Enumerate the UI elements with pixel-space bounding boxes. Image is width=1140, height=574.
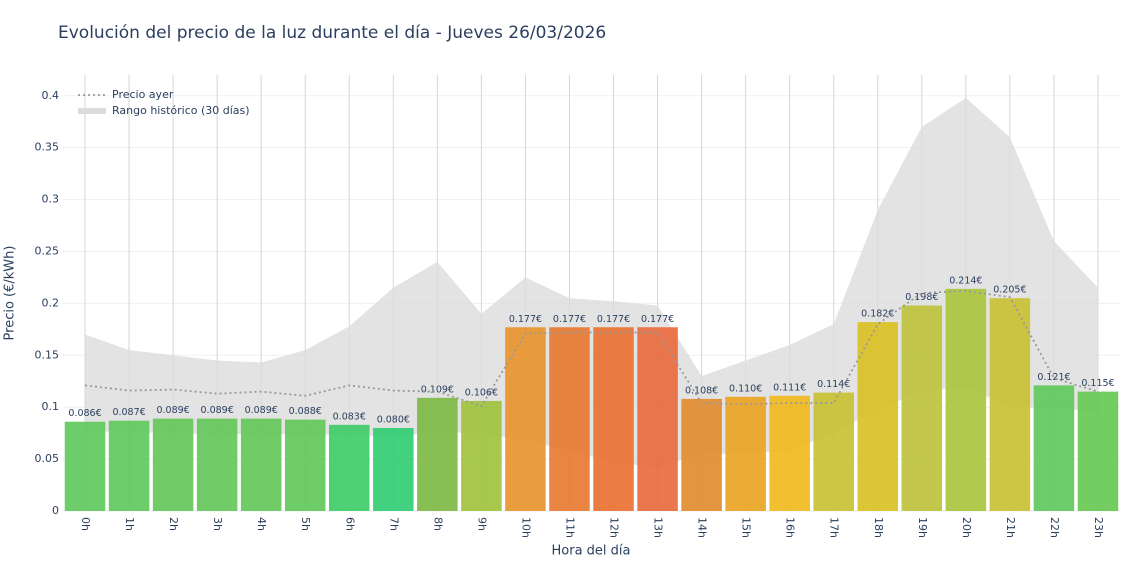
x-tick-label: 4h (255, 517, 268, 531)
x-tick-label: 13h (652, 517, 665, 538)
y-axis-label: Precio (€/kWh) (3, 246, 18, 341)
bar (417, 397, 458, 511)
bar (505, 327, 546, 511)
value-label: 0.177€ (509, 314, 542, 325)
value-label: 0.115€ (1081, 378, 1114, 389)
legend-label: Rango histórico (30 días) (112, 104, 250, 117)
y-tick-label: 0.25 (35, 244, 60, 257)
bar (1033, 385, 1075, 511)
bar (152, 418, 194, 511)
x-tick-label: 16h (784, 517, 797, 538)
x-tick-label: 15h (740, 517, 753, 538)
value-label: 0.111€ (773, 382, 806, 393)
y-tick-label: 0.4 (42, 89, 60, 102)
value-label: 0.121€ (1037, 372, 1070, 383)
bar (461, 400, 502, 511)
value-label: 0.114€ (817, 379, 850, 390)
x-tick-label: 0h (79, 517, 92, 531)
bar (637, 327, 678, 511)
x-tick-label: 1h (123, 517, 136, 531)
value-label: 0.080€ (377, 414, 410, 425)
value-label: 0.106€ (465, 387, 498, 398)
x-tick-label: 2h (167, 517, 180, 531)
x-tick-label: 10h (519, 517, 532, 538)
bar (284, 419, 326, 511)
bar (108, 420, 150, 511)
bar (329, 424, 370, 511)
x-tick-label: 20h (960, 517, 973, 538)
bar (549, 327, 590, 511)
bar (593, 327, 634, 511)
bar (64, 421, 106, 511)
x-tick-label: 5h (299, 517, 312, 531)
value-label: 0.087€ (112, 407, 145, 418)
value-label: 0.089€ (245, 405, 278, 416)
y-tick-label: 0.2 (42, 296, 60, 309)
value-label: 0.205€ (993, 285, 1026, 296)
bar (813, 392, 854, 511)
bar (240, 418, 282, 511)
historic-range (85, 97, 1098, 468)
value-label: 0.089€ (201, 405, 234, 416)
x-tick-label: 19h (916, 517, 929, 538)
value-label: 0.088€ (289, 406, 322, 417)
x-tick-label: 11h (563, 517, 576, 538)
y-tick-label: 0.3 (42, 193, 60, 206)
bar (725, 396, 766, 511)
x-tick-label: 12h (608, 517, 621, 538)
value-label: 0.177€ (553, 314, 586, 325)
x-tick-label: 21h (1004, 517, 1017, 538)
value-label: 0.109€ (421, 384, 454, 395)
legend-label: Precio ayer (112, 88, 174, 101)
value-label: 0.083€ (333, 411, 366, 422)
value-label: 0.177€ (597, 314, 630, 325)
legend-symbol (78, 108, 106, 114)
x-tick-label: 7h (387, 517, 400, 531)
value-label: 0.089€ (156, 405, 189, 416)
y-tick-label: 0.05 (35, 452, 60, 465)
y-tick-label: 0.15 (35, 348, 60, 361)
line-yesterday (84, 290, 1099, 408)
x-tick-label: 22h (1048, 517, 1061, 538)
x-tick-label: 9h (475, 517, 488, 531)
y-tick-label: 0.35 (35, 141, 60, 154)
value-label: 0.177€ (641, 314, 674, 325)
bar (373, 427, 414, 511)
y-tick-label: 0 (52, 504, 59, 517)
value-label: 0.108€ (685, 385, 718, 396)
bar (857, 322, 899, 511)
bar (769, 395, 810, 511)
x-tick-label: 3h (211, 517, 224, 531)
bar (1077, 391, 1119, 511)
value-label: 0.182€ (861, 309, 894, 320)
x-tick-label: 17h (828, 517, 841, 538)
value-label: 0.198€ (905, 292, 938, 303)
x-tick-label: 18h (872, 517, 885, 538)
bar (196, 418, 238, 511)
x-tick-label: 6h (343, 517, 356, 531)
x-tick-label: 8h (431, 517, 444, 531)
value-label: 0.214€ (949, 275, 982, 286)
y-tick-label: 0.1 (42, 400, 60, 413)
chart-title: Evolución del precio de la luz durante e… (58, 23, 606, 43)
value-label: 0.110€ (729, 383, 762, 394)
x-tick-label: 23h (1092, 517, 1105, 538)
bar (681, 398, 722, 511)
bar (989, 298, 1031, 511)
bar (945, 288, 987, 511)
x-axis-label: Hora del día (552, 544, 631, 559)
value-label: 0.086€ (68, 408, 101, 419)
x-tick-label: 14h (696, 517, 709, 538)
bar (901, 305, 943, 511)
